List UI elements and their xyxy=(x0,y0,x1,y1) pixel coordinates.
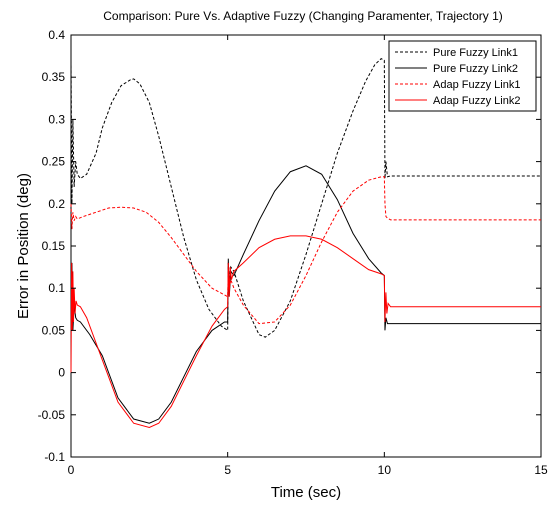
legend-entry-2: Pure Fuzzy Link2 xyxy=(433,63,518,75)
legend: Pure Fuzzy Link1 Pure Fuzzy Link2 Adap Fuz… xyxy=(388,40,537,112)
chart-title: Comparison: Pure Vs. Adaptive Fuzzy (Cha… xyxy=(103,9,503,23)
x-tick-label: 15 xyxy=(534,463,548,477)
series-line-4 xyxy=(70,235,541,428)
legend-entry-3: Adap Fuzzy Link1 xyxy=(433,79,520,91)
y-tick-label: 0.4 xyxy=(48,28,65,42)
x-tick-label: 5 xyxy=(224,463,231,477)
series-line-3 xyxy=(70,176,541,325)
legend-entry-1: Pure Fuzzy Link1 xyxy=(433,47,518,59)
x-axis-label: Time (sec) xyxy=(271,484,341,501)
y-tick-label: 0.35 xyxy=(42,70,66,84)
legend-box xyxy=(388,40,537,112)
y-tick-label: 0.2 xyxy=(48,197,65,211)
x-tick-label: 10 xyxy=(378,463,392,477)
axis-ticks: 0 5 10 15 -0.1 -0.05 0 0.05 0.1 0.15 0.2 0.25 0.3 0.3… xyxy=(38,28,548,477)
series-layer xyxy=(70,58,541,428)
legend-entry-4: Adap Fuzzy Link2 xyxy=(433,95,520,107)
y-tick-label: 0.05 xyxy=(42,323,66,337)
y-tick-label: 0.1 xyxy=(48,281,65,295)
y-tick-label: 0 xyxy=(58,366,65,380)
y-tick-label: -0.1 xyxy=(44,450,65,464)
x-tick-label: 0 xyxy=(68,463,75,477)
y-tick-label: -0.05 xyxy=(38,408,66,422)
y-tick-label: 0.3 xyxy=(48,112,65,126)
y-axis-label: Error in Position (deg) xyxy=(15,173,32,319)
y-tick-label: 0.25 xyxy=(42,155,66,169)
y-tick-label: 0.15 xyxy=(42,239,66,253)
